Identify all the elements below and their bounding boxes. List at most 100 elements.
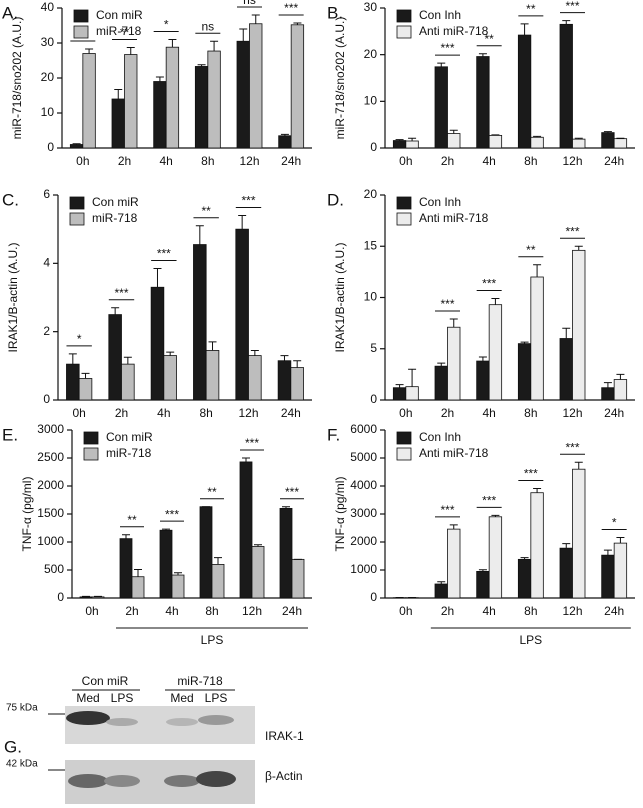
legend-swatch	[396, 196, 412, 210]
legend-label: Anti miR-718	[419, 24, 489, 38]
error-bar	[408, 368, 417, 387]
y-tick-label: 1000	[37, 534, 64, 548]
bar	[447, 326, 461, 401]
error-bar	[153, 267, 162, 288]
panel-label: G.	[4, 737, 22, 756]
x-tick-label: 24h	[604, 154, 624, 168]
group-label: miR-718	[177, 674, 223, 688]
sig-label: *	[612, 516, 617, 530]
x-tick-label: 24h	[604, 604, 624, 618]
y-axis-label: TNF-α (pg/ml)	[333, 477, 347, 552]
error-bar	[574, 461, 583, 470]
x-tick-label: 24h	[281, 154, 301, 168]
lane-label: LPS	[111, 691, 134, 705]
chart-panel: B.miR-718/sno202 (A.U.) 0 10 20 30 0h 2h *** 4h *…	[327, 0, 635, 168]
bar	[121, 363, 135, 401]
group-label: Con miR	[82, 674, 129, 688]
legend-swatch	[396, 447, 412, 461]
y-axis-label: miR-718/sno202 (A.U.)	[10, 17, 24, 140]
y-tick-label: 3000	[350, 506, 377, 520]
bar	[277, 360, 292, 401]
bar	[488, 304, 503, 401]
sig-label: **	[120, 26, 130, 40]
y-tick-label: 2500	[37, 450, 64, 464]
error-bar	[437, 362, 446, 367]
error-bar	[282, 506, 290, 509]
sig-label: ***	[241, 194, 255, 208]
error-bar	[562, 327, 571, 339]
y-tick-label: 0	[370, 590, 377, 604]
error-bar	[210, 40, 219, 52]
bar	[530, 136, 544, 149]
sig-label: ***	[565, 224, 579, 238]
bar	[572, 138, 586, 149]
bar	[79, 596, 93, 599]
marker-label: 75 kDa	[6, 703, 38, 714]
error-bar	[616, 537, 625, 544]
y-tick-label: 500	[44, 562, 64, 576]
bar	[488, 134, 503, 149]
error-bar	[562, 20, 571, 25]
legend-label: Con miR	[96, 8, 143, 22]
bar	[447, 528, 461, 599]
sig-label: ***	[245, 436, 259, 450]
x-tick-label: 4h	[482, 604, 495, 618]
legend-swatch	[83, 431, 99, 445]
y-tick-label: 15	[364, 238, 378, 252]
chart-panel: D. IRAK1/B-actin (A.U.) 0 5 10 15 20 0h 2h *** 4h *…	[327, 187, 635, 420]
sig-label: ***	[440, 41, 454, 55]
sig-label: ***	[284, 1, 298, 15]
panel-label: D.	[327, 190, 344, 209]
bar	[236, 40, 250, 149]
x-tick-label: 12h	[562, 154, 582, 168]
sig-label: ***	[285, 485, 299, 499]
error-bar	[251, 14, 260, 24]
x-tick-label: 0h	[399, 604, 412, 618]
y-tick-label: 2000	[37, 478, 64, 492]
x-tick-label: 2h	[118, 154, 131, 168]
x-tick-label: 0h	[399, 154, 412, 168]
error-bar	[162, 528, 170, 531]
bar	[405, 140, 419, 149]
y-tick-label: 2000	[350, 534, 377, 548]
bar	[82, 53, 96, 149]
error-bar	[574, 245, 583, 251]
bar	[572, 249, 586, 401]
bar	[392, 387, 407, 401]
y-tick-label: 20	[41, 70, 55, 84]
lane-label: Med	[76, 691, 99, 705]
y-tick-label: 4000	[350, 478, 377, 492]
y-axis-label: IRAK1/B-actin (A.U.)	[6, 242, 20, 352]
legend-label: Anti miR-718	[419, 211, 489, 225]
legend-swatch	[69, 196, 85, 210]
legend-label: miR-718	[92, 211, 138, 225]
error-bar	[174, 572, 182, 576]
sig-label: ***	[565, 0, 579, 13]
chart-panel: F. TNF-α (pg/ml) 0 1000 2000 3000 4000 5000 6000…	[327, 422, 635, 647]
x-tick-label: 2h	[125, 604, 138, 618]
error-bar	[123, 356, 132, 365]
legend-label: miR-718	[96, 24, 142, 38]
chart-panel: C. IRAK1/B-actin (A.U.) 0 2 4 6 0h * 2h *** 4h *** 8…	[2, 187, 312, 420]
band-label: β-Actin	[265, 769, 303, 783]
bar	[392, 140, 407, 149]
error-bar	[68, 353, 77, 365]
error-bar	[603, 382, 612, 388]
x-axis-label: LPS	[519, 633, 542, 647]
x-tick-label: 8h	[199, 406, 212, 420]
bar	[119, 538, 133, 599]
x-tick-label: 0h	[399, 406, 412, 420]
x-tick-label: 4h	[157, 406, 170, 420]
legend-swatch	[396, 9, 412, 23]
x-tick-label: 8h	[524, 154, 537, 168]
error-bar	[449, 524, 458, 530]
bar	[559, 338, 573, 401]
error-bar	[449, 129, 458, 134]
bar	[150, 286, 165, 401]
error-bar	[280, 355, 289, 361]
bar	[559, 23, 573, 149]
bar	[108, 314, 122, 401]
y-tick-label: 1500	[37, 506, 64, 520]
y-tick-label: 40	[41, 0, 55, 14]
error-bar	[491, 514, 500, 517]
